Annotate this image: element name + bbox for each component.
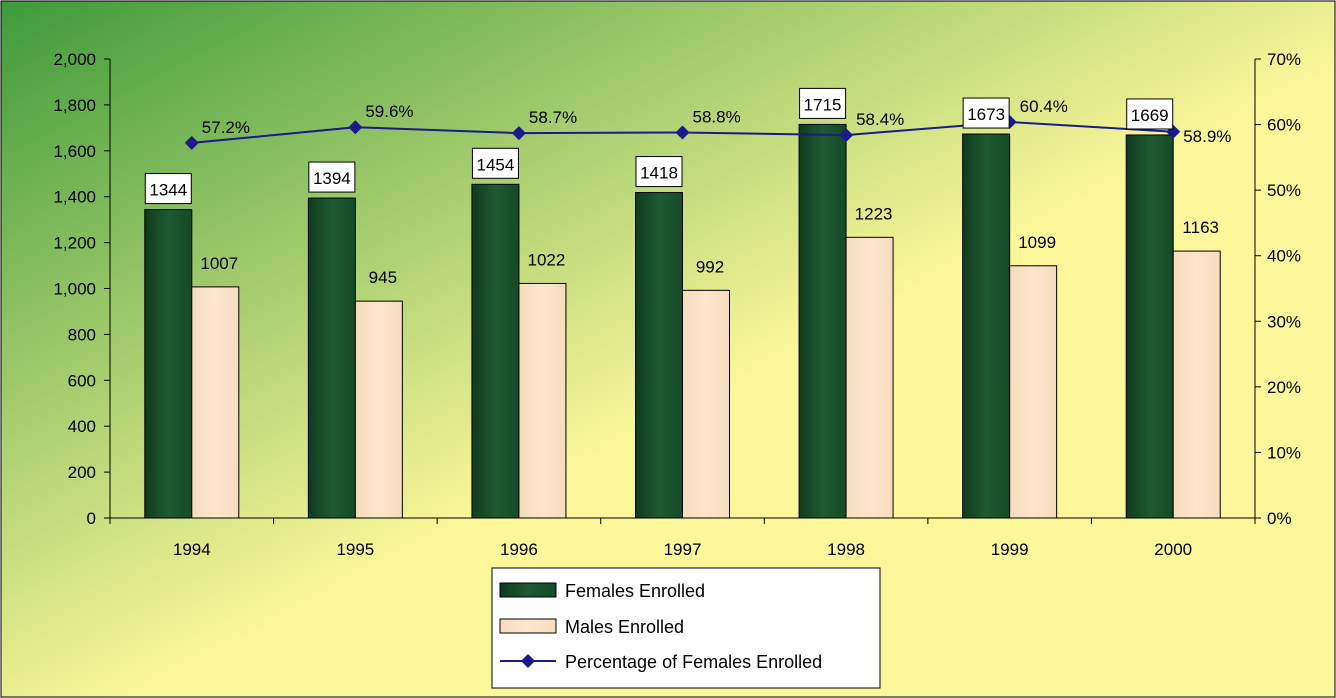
data-label-males: 1223: [855, 204, 893, 223]
legend-label-females: Females Enrolled: [565, 581, 705, 601]
left-tick-label: 600: [68, 371, 96, 390]
left-tick-label: 1,200: [53, 234, 96, 253]
legend-box: [491, 567, 881, 689]
bar-females: [307, 197, 356, 519]
data-label-males: 1163: [1182, 218, 1219, 237]
data-label-females: 1344: [149, 181, 187, 200]
right-tick-label: 20%: [1267, 378, 1301, 397]
x-tick-label: 1996: [500, 540, 538, 559]
bar-females: [471, 183, 520, 519]
bar-males: [1009, 265, 1058, 519]
bar-females: [1125, 134, 1174, 519]
data-label-males: 1022: [528, 250, 566, 269]
right-tick-label: 0%: [1267, 509, 1292, 528]
bar-females: [798, 123, 847, 519]
data-label-percentage: 58.8%: [693, 107, 741, 126]
line-marker: [348, 120, 363, 135]
label-box-females: [799, 87, 847, 119]
label-box-females: [962, 97, 1010, 129]
legend: Females Enrolled Males Enrolled Percenta…: [491, 567, 881, 689]
data-label-males: 1007: [200, 254, 238, 273]
label-box-females: [1126, 98, 1174, 130]
data-label-males: 1099: [1018, 233, 1056, 252]
legend-label-males: Males Enrolled: [565, 617, 684, 637]
bar-males: [518, 282, 567, 519]
bar-males: [354, 300, 403, 519]
data-label-females: 1418: [640, 164, 678, 183]
bar-males: [682, 289, 730, 519]
left-tick-label: 1,600: [53, 142, 96, 161]
data-label-females: 1454: [477, 155, 515, 174]
data-label-percentage: 60.4%: [1020, 97, 1068, 116]
data-label-males: 992: [696, 257, 724, 276]
right-axis: 0% 10% 20% 30% 40% 50% 60% 70%: [1254, 50, 1301, 528]
right-tick-label: 10%: [1267, 443, 1301, 462]
left-tick-label: 800: [68, 325, 96, 344]
label-box-females: [144, 173, 192, 205]
right-tick-label: 50%: [1267, 181, 1301, 200]
left-tick-label: 2,000: [53, 50, 96, 69]
legend-swatch-females: [499, 582, 557, 598]
right-tick-label: 30%: [1267, 312, 1301, 331]
data-label-females: 1669: [1131, 106, 1169, 125]
left-tick-label: 0: [87, 509, 96, 528]
bar-males: [1172, 250, 1221, 519]
x-tick-label: 1994: [173, 540, 211, 559]
line-marker: [184, 135, 199, 150]
x-tick-label: 2000: [1154, 540, 1192, 559]
x-tick-label: 1998: [827, 540, 865, 559]
label-box-females: [308, 161, 356, 193]
bar-males: [191, 286, 240, 519]
data-label-females: 1394: [313, 169, 351, 188]
data-label-percentage: 58.9%: [1183, 127, 1231, 146]
data-label-percentage: 58.7%: [529, 108, 577, 127]
x-tick-label: 1999: [991, 540, 1029, 559]
x-tick-label: 1995: [336, 540, 374, 559]
data-label-percentage: 57.2%: [202, 118, 250, 137]
data-label-percentage: 58.4%: [856, 110, 904, 129]
data-label-females: 1673: [967, 105, 1005, 124]
right-tick-label: 60%: [1267, 116, 1301, 135]
legend-label-percentage: Percentage of Females Enrolled: [565, 652, 822, 672]
left-tick-label: 1,400: [53, 188, 96, 207]
data-label-percentage: 59.6%: [365, 102, 413, 121]
left-tick-label: 1,800: [53, 96, 96, 115]
line-marker: [675, 125, 690, 140]
right-tick-label: 70%: [1267, 50, 1301, 69]
data-label-females: 1715: [804, 95, 842, 114]
legend-marker-percentage: [521, 654, 535, 668]
left-tick-label: 200: [68, 463, 96, 482]
line-marker: [511, 126, 526, 141]
x-tick-label: 1997: [664, 540, 702, 559]
label-box-females: [635, 156, 683, 188]
bar-females: [635, 192, 683, 519]
bars: [144, 123, 1221, 519]
line-marker: [839, 128, 854, 143]
bar-males: [845, 236, 894, 519]
legend-swatch-males: [499, 618, 557, 634]
left-tick-label: 1,000: [53, 280, 96, 299]
label-box-females: [471, 147, 519, 179]
right-tick-label: 40%: [1267, 247, 1301, 266]
left-tick-label: 400: [68, 417, 96, 436]
bar-females: [144, 209, 193, 519]
data-labels: 1344 1007 1394 945 1454 1022 1418 992 1715 1223 16…: [144, 87, 1231, 287]
left-axis: 0 200 400 600 800 1,000 1,200 1,400 1,600 1,800 2,…: [53, 50, 111, 528]
bar-females: [962, 133, 1011, 519]
data-label-males: 945: [369, 268, 397, 287]
